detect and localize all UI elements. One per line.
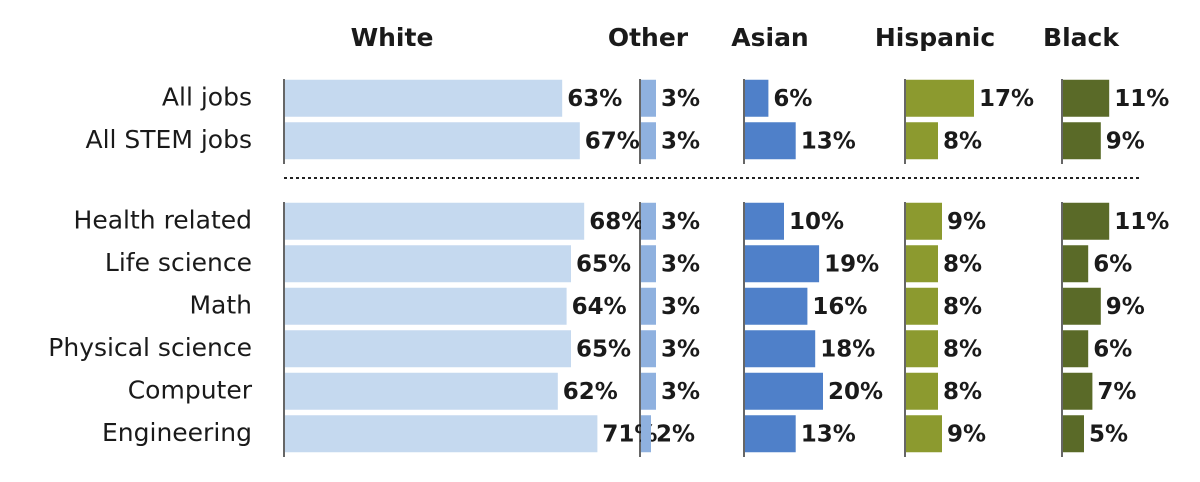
category-label-health-related: Health related bbox=[74, 205, 252, 234]
bar-other-math bbox=[641, 287, 656, 325]
data-label-asian-engineering: 13% bbox=[801, 421, 856, 447]
data-label-hispanic-physical-science: 8% bbox=[943, 336, 982, 362]
series-header-white: White bbox=[351, 23, 434, 52]
bar-white-physical-science bbox=[285, 330, 571, 368]
data-label-hispanic-math: 8% bbox=[943, 294, 982, 320]
data-label-hispanic-engineering: 9% bbox=[947, 421, 986, 447]
data-label-hispanic-health-related: 9% bbox=[947, 209, 986, 235]
bar-other-physical-science bbox=[641, 330, 656, 368]
data-label-black-engineering: 5% bbox=[1089, 421, 1128, 447]
data-label-other-all-jobs: 3% bbox=[661, 86, 700, 112]
category-label-math: Math bbox=[189, 290, 252, 319]
series-header-hispanic: Hispanic bbox=[875, 23, 995, 52]
bar-hispanic-engineering bbox=[906, 415, 942, 453]
bar-black-computer bbox=[1063, 372, 1093, 410]
data-label-white-health-related: 68% bbox=[589, 209, 644, 235]
data-label-asian-health-related: 10% bbox=[789, 209, 844, 235]
data-label-other-health-related: 3% bbox=[661, 209, 700, 235]
bar-hispanic-math bbox=[906, 287, 938, 325]
data-label-other-physical-science: 3% bbox=[661, 336, 700, 362]
data-label-asian-physical-science: 18% bbox=[820, 336, 875, 362]
data-label-other-life-science: 3% bbox=[661, 251, 700, 277]
data-label-black-all-jobs: 11% bbox=[1114, 86, 1169, 112]
data-label-black-physical-science: 6% bbox=[1093, 336, 1132, 362]
bar-black-physical-science bbox=[1063, 330, 1089, 368]
data-label-asian-all-stem-jobs: 13% bbox=[801, 128, 856, 154]
bar-other-engineering bbox=[641, 415, 651, 453]
bar-other-life-science bbox=[641, 245, 656, 283]
bar-other-all-stem-jobs bbox=[641, 122, 656, 160]
bar-hispanic-life-science bbox=[906, 245, 938, 283]
bar-asian-all-jobs bbox=[745, 79, 769, 117]
bar-white-life-science bbox=[285, 245, 571, 283]
bar-asian-physical-science bbox=[745, 330, 816, 368]
data-label-other-computer: 3% bbox=[661, 379, 700, 405]
data-label-hispanic-life-science: 8% bbox=[943, 251, 982, 277]
category-label-life-science: Life science bbox=[105, 248, 252, 277]
bar-white-computer bbox=[285, 372, 558, 410]
series-header-other: Other bbox=[608, 23, 689, 52]
bar-white-all-stem-jobs bbox=[285, 122, 580, 160]
data-label-hispanic-all-jobs: 17% bbox=[979, 86, 1034, 112]
category-label-computer: Computer bbox=[128, 375, 253, 404]
data-label-asian-math: 16% bbox=[812, 294, 867, 320]
data-label-black-computer: 7% bbox=[1097, 379, 1136, 405]
bar-asian-computer bbox=[745, 372, 823, 410]
data-label-black-math: 9% bbox=[1106, 294, 1145, 320]
bar-hispanic-computer bbox=[906, 372, 938, 410]
data-label-white-computer: 62% bbox=[563, 379, 618, 405]
bar-asian-life-science bbox=[745, 245, 820, 283]
data-label-other-math: 3% bbox=[661, 294, 700, 320]
data-label-other-engineering: 2% bbox=[656, 421, 695, 447]
category-label-all-stem-jobs: All STEM jobs bbox=[85, 125, 252, 154]
bar-white-all-jobs bbox=[285, 79, 563, 117]
bar-other-computer bbox=[641, 372, 656, 410]
data-label-black-health-related: 11% bbox=[1114, 209, 1169, 235]
bar-other-health-related bbox=[641, 202, 656, 240]
bar-other-all-jobs bbox=[641, 79, 656, 117]
data-label-black-all-stem-jobs: 9% bbox=[1106, 128, 1145, 154]
data-label-hispanic-all-stem-jobs: 8% bbox=[943, 128, 982, 154]
data-label-white-life-science: 65% bbox=[576, 251, 631, 277]
bar-hispanic-all-stem-jobs bbox=[906, 122, 938, 160]
bar-black-math bbox=[1063, 287, 1101, 325]
bar-hispanic-health-related bbox=[906, 202, 942, 240]
bar-asian-health-related bbox=[745, 202, 784, 240]
bar-white-math bbox=[285, 287, 567, 325]
bar-hispanic-all-jobs bbox=[906, 79, 974, 117]
data-label-white-all-stem-jobs: 67% bbox=[585, 128, 640, 154]
data-label-asian-computer: 20% bbox=[828, 379, 883, 405]
data-label-white-all-jobs: 63% bbox=[567, 86, 622, 112]
bar-white-health-related bbox=[285, 202, 585, 240]
bar-asian-all-stem-jobs bbox=[745, 122, 796, 160]
bar-asian-engineering bbox=[745, 415, 796, 453]
bar-white-engineering bbox=[285, 415, 598, 453]
data-label-asian-all-jobs: 6% bbox=[773, 86, 812, 112]
category-label-all-jobs: All jobs bbox=[162, 82, 252, 111]
bar-black-all-stem-jobs bbox=[1063, 122, 1101, 160]
bar-black-life-science bbox=[1063, 245, 1089, 283]
data-label-asian-life-science: 19% bbox=[824, 251, 879, 277]
bar-black-all-jobs bbox=[1063, 79, 1110, 117]
bar-black-health-related bbox=[1063, 202, 1110, 240]
data-label-white-math: 64% bbox=[572, 294, 627, 320]
data-label-white-physical-science: 65% bbox=[576, 336, 631, 362]
data-label-black-life-science: 6% bbox=[1093, 251, 1132, 277]
series-header-black: Black bbox=[1043, 23, 1120, 52]
category-label-physical-science: Physical science bbox=[48, 333, 252, 362]
bar-black-engineering bbox=[1063, 415, 1084, 453]
series-header-asian: Asian bbox=[731, 23, 808, 52]
bar-hispanic-physical-science bbox=[906, 330, 938, 368]
data-label-other-all-stem-jobs: 3% bbox=[661, 128, 700, 154]
data-label-hispanic-computer: 8% bbox=[943, 379, 982, 405]
bar-asian-math bbox=[745, 287, 808, 325]
category-label-engineering: Engineering bbox=[102, 418, 252, 447]
